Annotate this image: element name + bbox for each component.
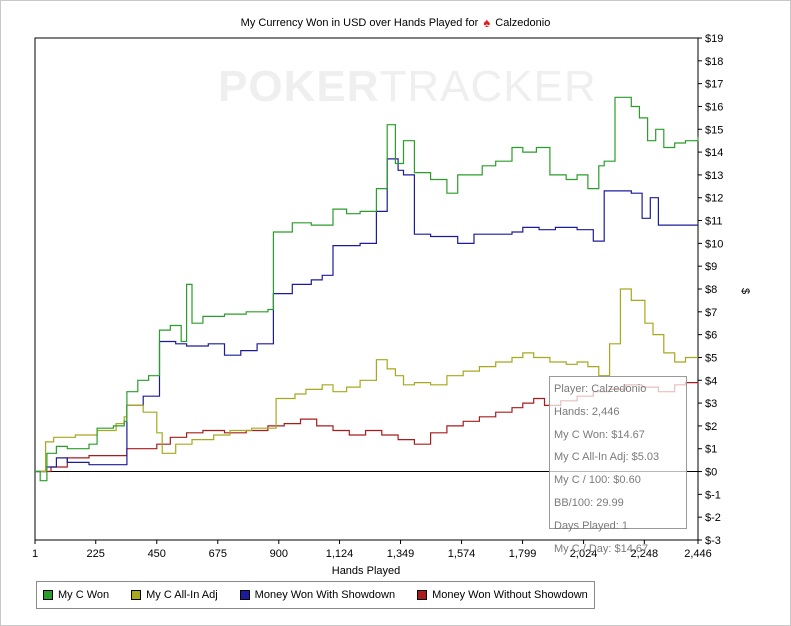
y-tick-label: $6	[705, 330, 717, 342]
y-tick-label: $10	[705, 238, 723, 250]
y-tick-label: $17	[705, 79, 723, 91]
y-axis-ticks: $-3 $-2 $-1 $0 $1 $2 $3 $4 $5 $6 $7 $8 $9 $10 $11 $12 $1…	[698, 33, 723, 547]
series-line-my-c-won	[35, 96, 699, 482]
legend-label: Money Won Without Showdown	[432, 589, 588, 601]
y-tick-label: $3	[705, 398, 717, 410]
tooltip-allin-adj: My C All-In Adj: $5.03	[554, 451, 660, 464]
legend-label: Money Won With Showdown	[254, 589, 396, 601]
legend-swatch-without-showdown	[417, 590, 428, 600]
tooltip-per-100: My C / 100: $0.60	[554, 474, 641, 487]
legend-label: My C All-In Adj	[146, 589, 218, 601]
x-axis-ticks: 1 225 450 675 900 1,124 1,349 1,574 1,799 2,024 2,…	[32, 540, 712, 560]
y-tick-label: $-1	[705, 489, 721, 501]
series-line-money-won-with-showdown	[35, 158, 698, 473]
watermark-bold: POKER	[218, 62, 380, 111]
legend-swatch-my-c-won	[43, 590, 53, 600]
x-tick-label: 675	[209, 548, 227, 560]
legend-label: My C Won	[58, 589, 110, 601]
y-tick-label: $11	[705, 216, 723, 228]
x-tick-label: 225	[87, 548, 105, 560]
legend-swatch-all-in-adj	[131, 590, 142, 600]
chart-title: My Currency Won in USD over Hands Played…	[0, 15, 791, 30]
spade-icon: ♠	[483, 15, 491, 30]
y-tick-label: $8	[705, 284, 717, 296]
x-tick-label: 1,124	[326, 548, 354, 560]
legend-item-with-showdown[interactable]: Money Won With Showdown	[239, 589, 396, 601]
x-tick-label: 450	[148, 548, 166, 560]
y-tick-label: $16	[705, 101, 723, 113]
series-line-my-c-all-in-adj	[35, 288, 699, 473]
legend-item-my-c-won[interactable]: My C Won	[43, 589, 109, 601]
y-tick-label: $-3	[705, 535, 721, 547]
y-tick-label: $19	[705, 33, 723, 45]
chart-title-text: My Currency Won in USD over Hands Played…	[240, 17, 479, 29]
y-axis-label: $	[739, 288, 751, 294]
tooltip-bb-100: BB/100: 29.99	[554, 496, 624, 509]
x-axis-label: Hands Played	[332, 565, 401, 577]
y-tick-label: $15	[705, 124, 723, 136]
tooltip-won: My C Won: $14.67	[554, 428, 645, 441]
y-tick-label: $9	[705, 261, 717, 273]
x-tick-label: 1,349	[387, 548, 415, 560]
series-group	[35, 96, 699, 482]
legend-swatch-with-showdown	[239, 590, 250, 600]
tooltip-per-day: My C / Day: $14.67	[554, 542, 649, 555]
legend-item-all-in-adj[interactable]: My C All-In Adj	[131, 589, 218, 601]
chart-title-player: Calzedonio	[495, 17, 551, 29]
y-tick-label: $1	[705, 444, 717, 456]
tooltip-hands: Hands: 2,446	[554, 405, 620, 418]
y-tick-label: $5	[705, 352, 717, 364]
y-tick-label: $13	[705, 170, 723, 182]
chart-legend: My C Won My C All-In Adj Money Won With …	[36, 581, 595, 609]
y-tick-label: $14	[705, 147, 723, 159]
tooltip-days-played: Days Played: 1	[554, 519, 628, 532]
y-tick-label: $-2	[705, 512, 721, 524]
y-tick-label: $12	[705, 193, 723, 205]
pokertracker-watermark: POKERTRACKER	[218, 62, 597, 112]
x-tick-label: 2,024	[570, 548, 598, 560]
legend-item-without-showdown[interactable]: Money Won Without Showdown	[417, 589, 588, 601]
x-tick-label: 1	[32, 548, 38, 560]
summary-tooltip: Player: Calzedonio Hands: 2,446 My C Won…	[549, 376, 687, 555]
y-tick-label: $18	[705, 56, 723, 68]
x-tick-label: 900	[270, 548, 288, 560]
watermark-thin: TRACKER	[379, 62, 597, 111]
x-tick-label: 2,446	[684, 548, 712, 560]
x-tick-label: 2,248	[631, 548, 659, 560]
y-tick-label: $4	[705, 375, 717, 387]
x-tick-label: 1,574	[448, 548, 476, 560]
x-tick-label: 1,799	[509, 548, 537, 560]
y-tick-label: $7	[705, 307, 717, 319]
tooltip-player: Player: Calzedonio	[554, 383, 647, 395]
y-tick-label: $0	[705, 467, 717, 479]
y-tick-label: $2	[705, 421, 717, 433]
